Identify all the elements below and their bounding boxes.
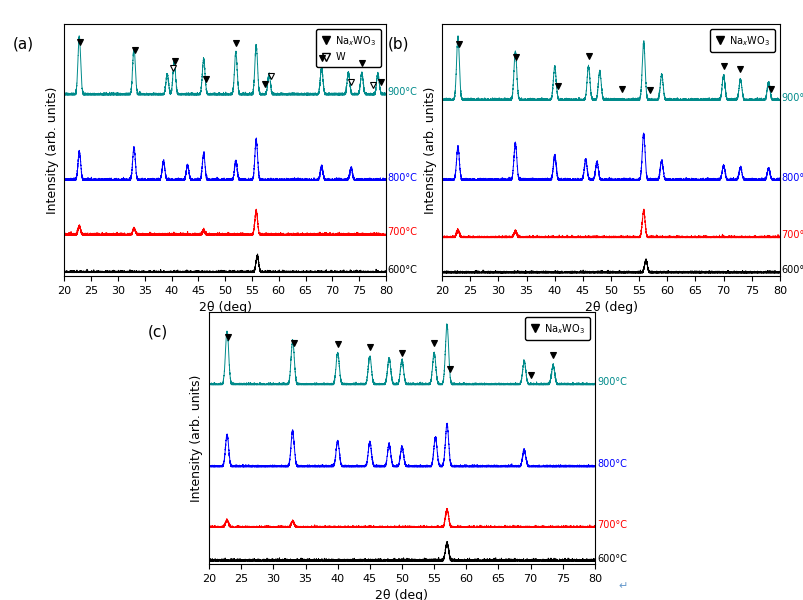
Text: (b): (b): [388, 37, 410, 52]
Text: 600°C: 600°C: [387, 265, 417, 275]
Y-axis label: Intensity (arb. units): Intensity (arb. units): [423, 86, 436, 214]
Text: 800°C: 800°C: [781, 173, 803, 182]
X-axis label: 2θ (deg): 2θ (deg): [198, 301, 251, 314]
Text: 900°C: 900°C: [781, 92, 803, 103]
Text: (c): (c): [147, 325, 167, 340]
Text: 800°C: 800°C: [387, 173, 417, 182]
Legend: Na$_x$WO$_3$: Na$_x$WO$_3$: [709, 29, 774, 52]
Text: 700°C: 700°C: [781, 230, 803, 240]
Y-axis label: Intensity (arb. units): Intensity (arb. units): [190, 374, 203, 502]
Text: 700°C: 700°C: [596, 520, 626, 530]
Text: 600°C: 600°C: [596, 554, 626, 563]
X-axis label: 2θ (deg): 2θ (deg): [375, 589, 428, 600]
Text: (a): (a): [13, 37, 34, 52]
X-axis label: 2θ (deg): 2θ (deg): [584, 301, 637, 314]
Text: ↵: ↵: [618, 581, 626, 591]
Text: 600°C: 600°C: [781, 265, 803, 275]
Y-axis label: Intensity (arb. units): Intensity (arb. units): [46, 86, 59, 214]
Text: 700°C: 700°C: [387, 227, 417, 237]
Text: 900°C: 900°C: [596, 377, 626, 387]
Legend: Na$_x$WO$_3$, W: Na$_x$WO$_3$, W: [316, 29, 381, 67]
Legend: Na$_x$WO$_3$: Na$_x$WO$_3$: [524, 317, 589, 340]
Text: 900°C: 900°C: [387, 87, 417, 97]
Text: 800°C: 800°C: [596, 460, 626, 469]
